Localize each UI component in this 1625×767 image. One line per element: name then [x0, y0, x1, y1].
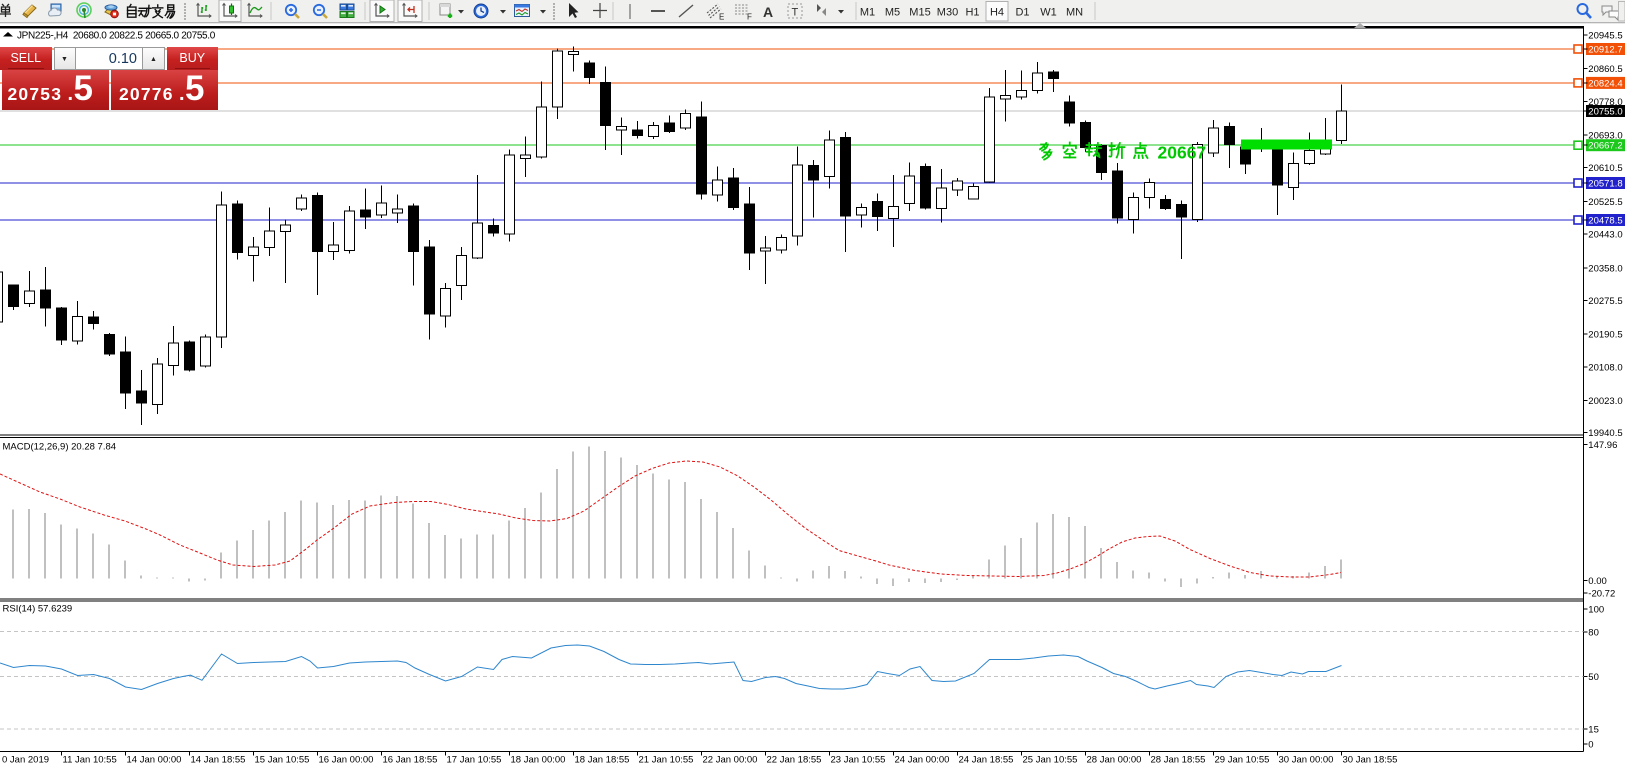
svg-text:H4: H4 [990, 7, 1004, 19]
svg-text:50: 50 [1588, 672, 1599, 683]
svg-text:11 Jan 10:55: 11 Jan 10:55 [63, 755, 117, 766]
svg-text:T: T [792, 7, 799, 19]
svg-text:0 Jan 2019: 0 Jan 2019 [2, 755, 49, 766]
svg-text:28 Jan 18:55: 28 Jan 18:55 [1151, 755, 1206, 766]
svg-text:30 Jan 00:00: 30 Jan 00:00 [1279, 755, 1334, 766]
svg-text:15: 15 [1588, 725, 1599, 736]
svg-text:19940.5: 19940.5 [1588, 428, 1622, 439]
svg-text:15 Jan 10:55: 15 Jan 10:55 [255, 755, 310, 766]
svg-text:14 Jan 00:00: 14 Jan 00:00 [127, 755, 182, 766]
svg-text:20860.5: 20860.5 [1588, 64, 1622, 75]
svg-text:18 Jan 18:55: 18 Jan 18:55 [575, 755, 630, 766]
svg-text:D1: D1 [1015, 7, 1029, 19]
svg-text:23 Jan 10:55: 23 Jan 10:55 [831, 755, 886, 766]
svg-text:14 Jan 18:55: 14 Jan 18:55 [191, 755, 246, 766]
svg-text:0: 0 [1588, 740, 1593, 751]
svg-text:20108.0: 20108.0 [1588, 362, 1622, 373]
svg-text:20023.0: 20023.0 [1588, 396, 1622, 407]
svg-text:20275.5: 20275.5 [1588, 296, 1622, 307]
svg-text:30 Jan 18:55: 30 Jan 18:55 [1343, 755, 1398, 766]
svg-text:W1: W1 [1040, 7, 1057, 19]
svg-text:20667: 20667 [1158, 143, 1207, 163]
svg-text:20755.0: 20755.0 [1588, 107, 1622, 118]
svg-text:-20.72: -20.72 [1588, 589, 1615, 600]
svg-text:MN: MN [1066, 7, 1083, 19]
svg-text:22 Jan 18:55: 22 Jan 18:55 [767, 755, 822, 766]
svg-text:16 Jan 18:55: 16 Jan 18:55 [383, 755, 438, 766]
svg-text:17 Jan 10:55: 17 Jan 10:55 [447, 755, 502, 766]
svg-text:147.96: 147.96 [1588, 440, 1617, 451]
svg-text:JPN225-,H4 20680.0 20822.5 20: JPN225-,H4 20680.0 20822.5 20665.0 20755… [17, 31, 216, 42]
svg-text:RSI(14) 57.6239: RSI(14) 57.6239 [3, 604, 73, 615]
svg-text:20667.2: 20667.2 [1588, 141, 1622, 152]
svg-text:16 Jan 00:00: 16 Jan 00:00 [319, 755, 374, 766]
svg-text:A: A [763, 4, 773, 20]
svg-text:M30: M30 [937, 7, 958, 19]
svg-text:20945.5: 20945.5 [1588, 30, 1622, 41]
svg-text:MACD(12,26,9) 20.28 7.84: MACD(12,26,9) 20.28 7.84 [3, 442, 117, 453]
svg-text:25 Jan 10:55: 25 Jan 10:55 [1023, 755, 1078, 766]
svg-text:M5: M5 [885, 7, 900, 19]
svg-text:80: 80 [1588, 628, 1599, 639]
svg-text:20571.8: 20571.8 [1588, 179, 1622, 190]
svg-text:20525.5: 20525.5 [1588, 197, 1622, 208]
svg-text:20358.0: 20358.0 [1588, 263, 1622, 274]
svg-text:100: 100 [1588, 605, 1604, 616]
svg-text:20912.7: 20912.7 [1588, 45, 1622, 56]
svg-text:M1: M1 [860, 7, 875, 19]
svg-text:20778.0: 20778.0 [1588, 97, 1622, 108]
svg-text:20443.0: 20443.0 [1588, 230, 1622, 241]
svg-text:H1: H1 [965, 7, 979, 19]
svg-text:18 Jan 00:00: 18 Jan 00:00 [511, 755, 566, 766]
svg-text:29 Jan 10:55: 29 Jan 10:55 [1215, 755, 1270, 766]
svg-text:24 Jan 00:00: 24 Jan 00:00 [895, 755, 950, 766]
svg-text:20824.4: 20824.4 [1588, 78, 1622, 89]
svg-text:20610.5: 20610.5 [1588, 163, 1622, 174]
svg-text:0.00: 0.00 [1588, 576, 1607, 587]
svg-text:28 Jan 00:00: 28 Jan 00:00 [1087, 755, 1142, 766]
svg-text:21 Jan 10:55: 21 Jan 10:55 [639, 755, 694, 766]
svg-text:20693.0: 20693.0 [1588, 131, 1622, 142]
svg-text:E: E [719, 13, 724, 22]
svg-text:24 Jan 18:55: 24 Jan 18:55 [959, 755, 1014, 766]
svg-text:20478.5: 20478.5 [1588, 216, 1622, 227]
svg-text:22 Jan 00:00: 22 Jan 00:00 [703, 755, 758, 766]
svg-text:F: F [747, 13, 752, 22]
svg-text:20190.5: 20190.5 [1588, 330, 1622, 341]
svg-text:M15: M15 [909, 7, 930, 19]
